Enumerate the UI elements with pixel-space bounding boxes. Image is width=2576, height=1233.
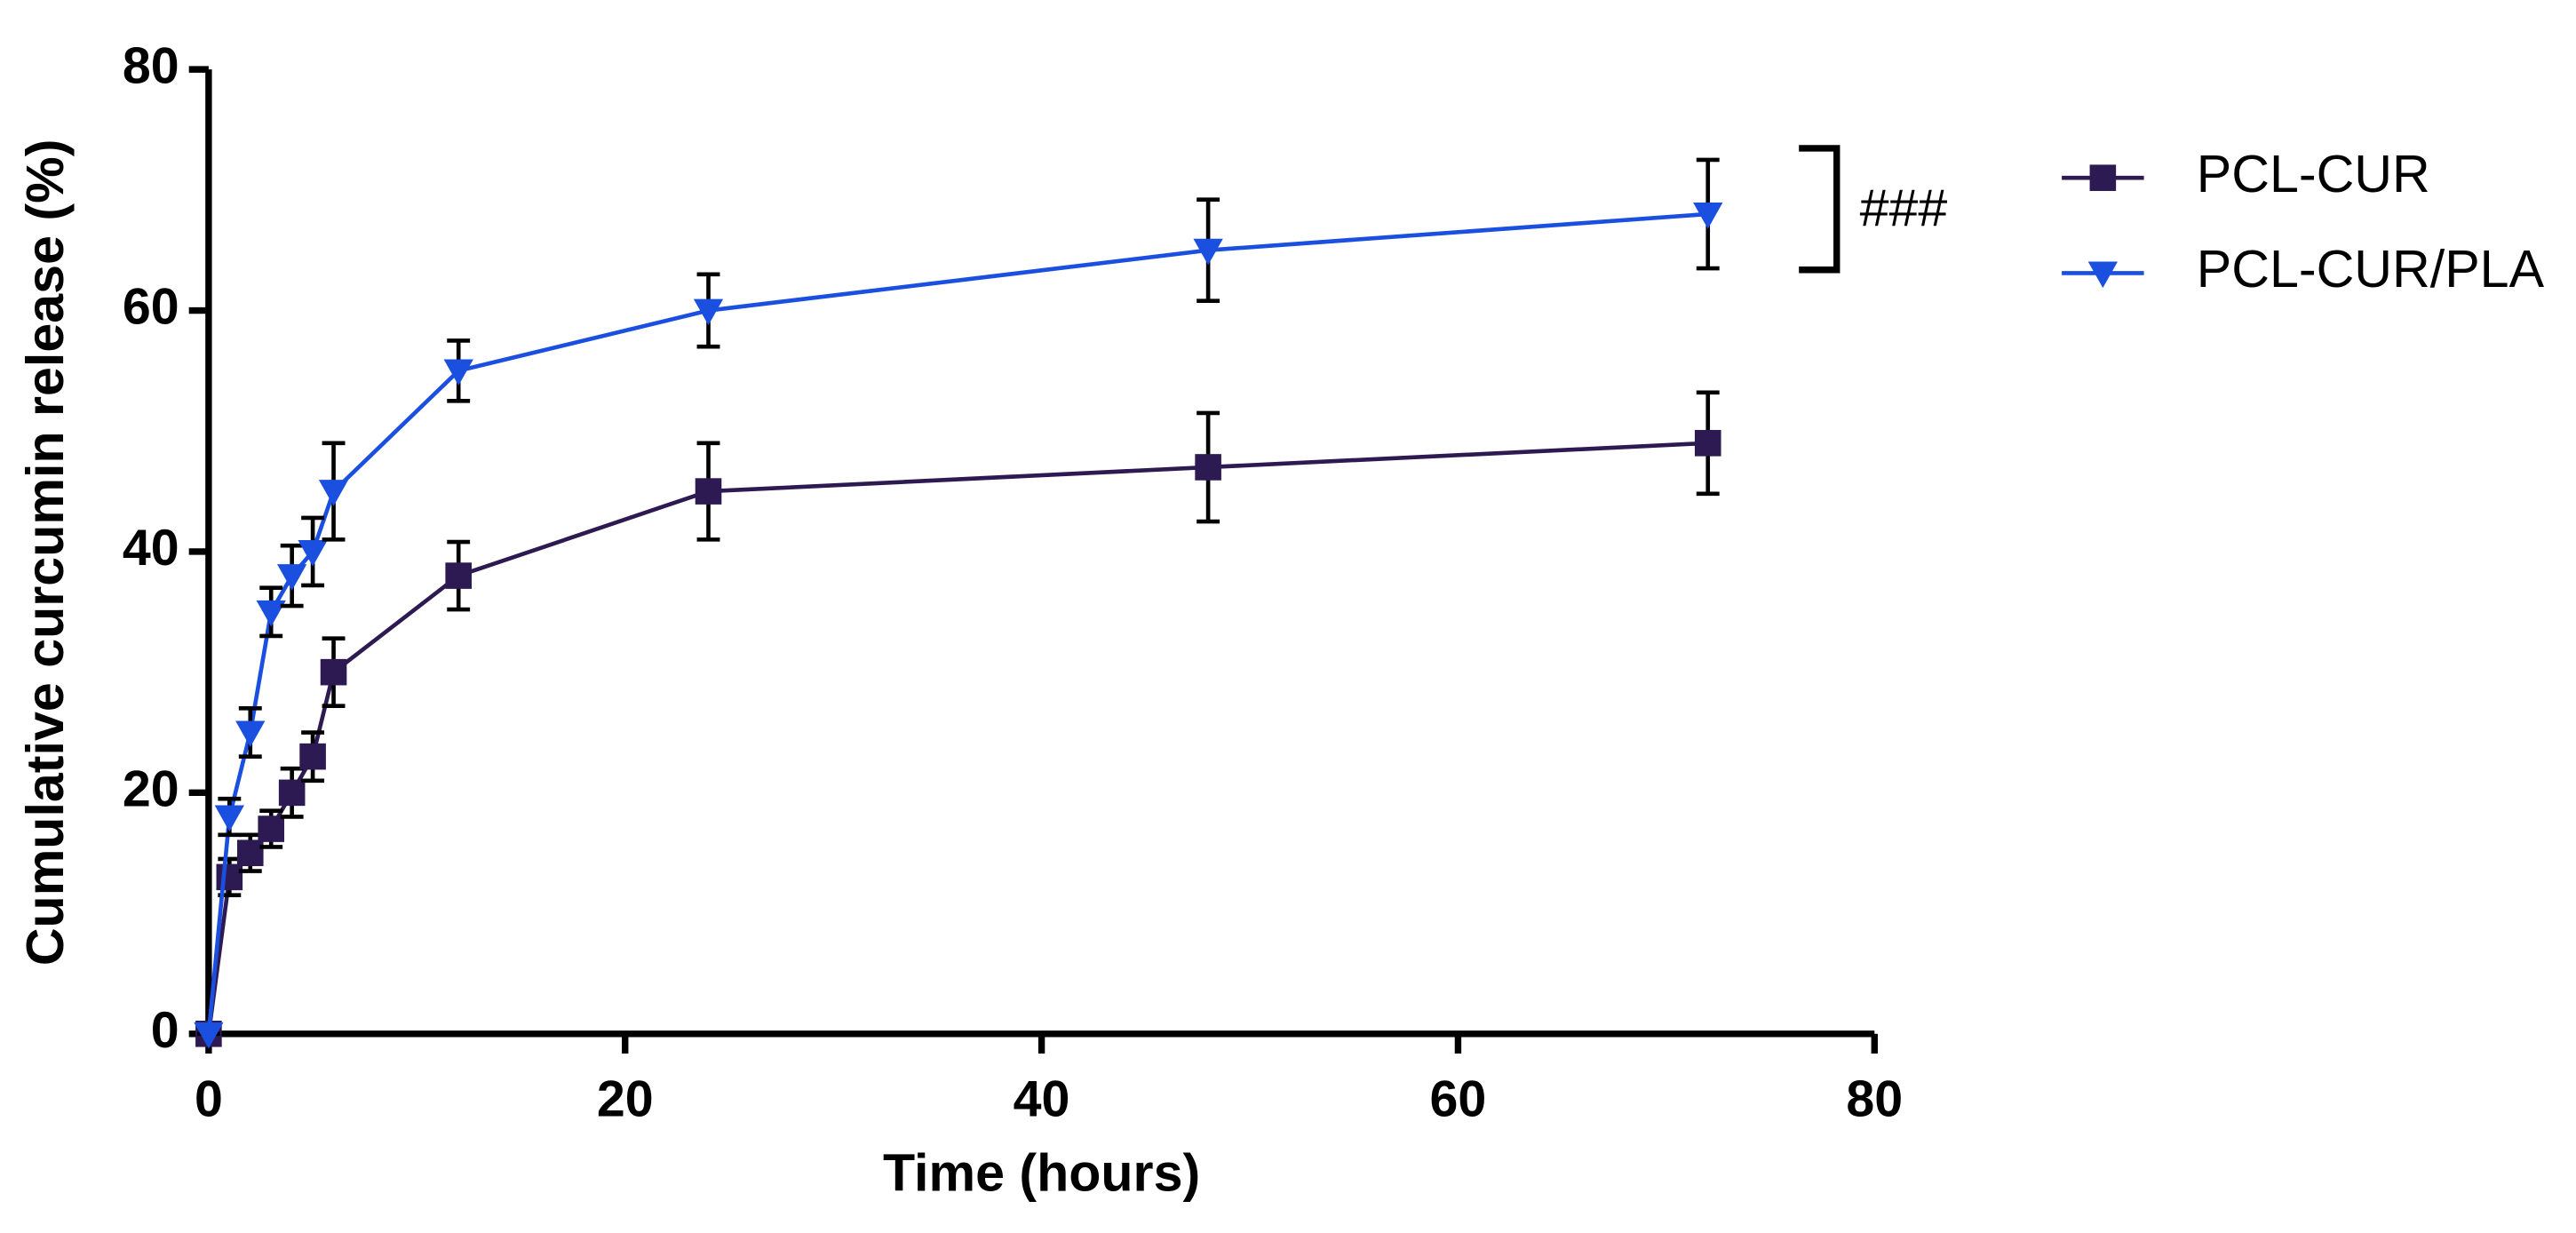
data-point xyxy=(278,779,306,807)
data-point xyxy=(695,478,722,505)
data-point xyxy=(256,600,286,627)
data-point xyxy=(235,720,266,748)
data-point xyxy=(194,1022,224,1049)
x-tick-label: 0 xyxy=(195,1071,223,1128)
y-tick-label: 40 xyxy=(123,520,179,577)
data-point xyxy=(299,743,326,770)
data-point xyxy=(1694,430,1721,457)
legend-marker xyxy=(2089,164,2117,191)
legend-label: PCL-CUR xyxy=(2197,144,2430,203)
annotation: ### xyxy=(1860,179,1948,238)
data-point xyxy=(445,562,472,589)
y-tick-label: 0 xyxy=(151,1002,179,1059)
significance-bracket xyxy=(1799,145,1841,274)
data-point xyxy=(277,564,307,591)
series-line xyxy=(206,441,1708,1035)
x-tick-label: 20 xyxy=(597,1071,654,1128)
y-tick-label: 20 xyxy=(123,760,179,817)
data-point xyxy=(258,815,285,842)
y-tick-label: 80 xyxy=(123,37,179,94)
data-point xyxy=(443,359,473,386)
legend-marker xyxy=(2087,261,2118,289)
x-tick-label: 80 xyxy=(1846,1071,1903,1128)
x-tick-label: 60 xyxy=(1430,1071,1487,1128)
data-point xyxy=(1195,454,1221,481)
x-tick-label: 40 xyxy=(1014,1071,1070,1128)
data-point xyxy=(693,298,724,326)
data-point xyxy=(298,539,328,567)
y-tick-label: 60 xyxy=(123,279,179,336)
data-point xyxy=(216,863,243,891)
y-axis-title: Cumulative curcumin release (%) xyxy=(15,139,75,967)
data-point xyxy=(1193,238,1223,266)
data-point xyxy=(320,658,347,686)
x-axis-title: Time (hours) xyxy=(883,1142,1200,1202)
data-point xyxy=(236,839,264,867)
data-point xyxy=(1693,203,1723,229)
data-point xyxy=(214,805,244,832)
legend-label: PCL-CUR/PLA xyxy=(2197,239,2545,298)
data-point xyxy=(318,480,349,506)
series-line xyxy=(206,211,1708,1034)
